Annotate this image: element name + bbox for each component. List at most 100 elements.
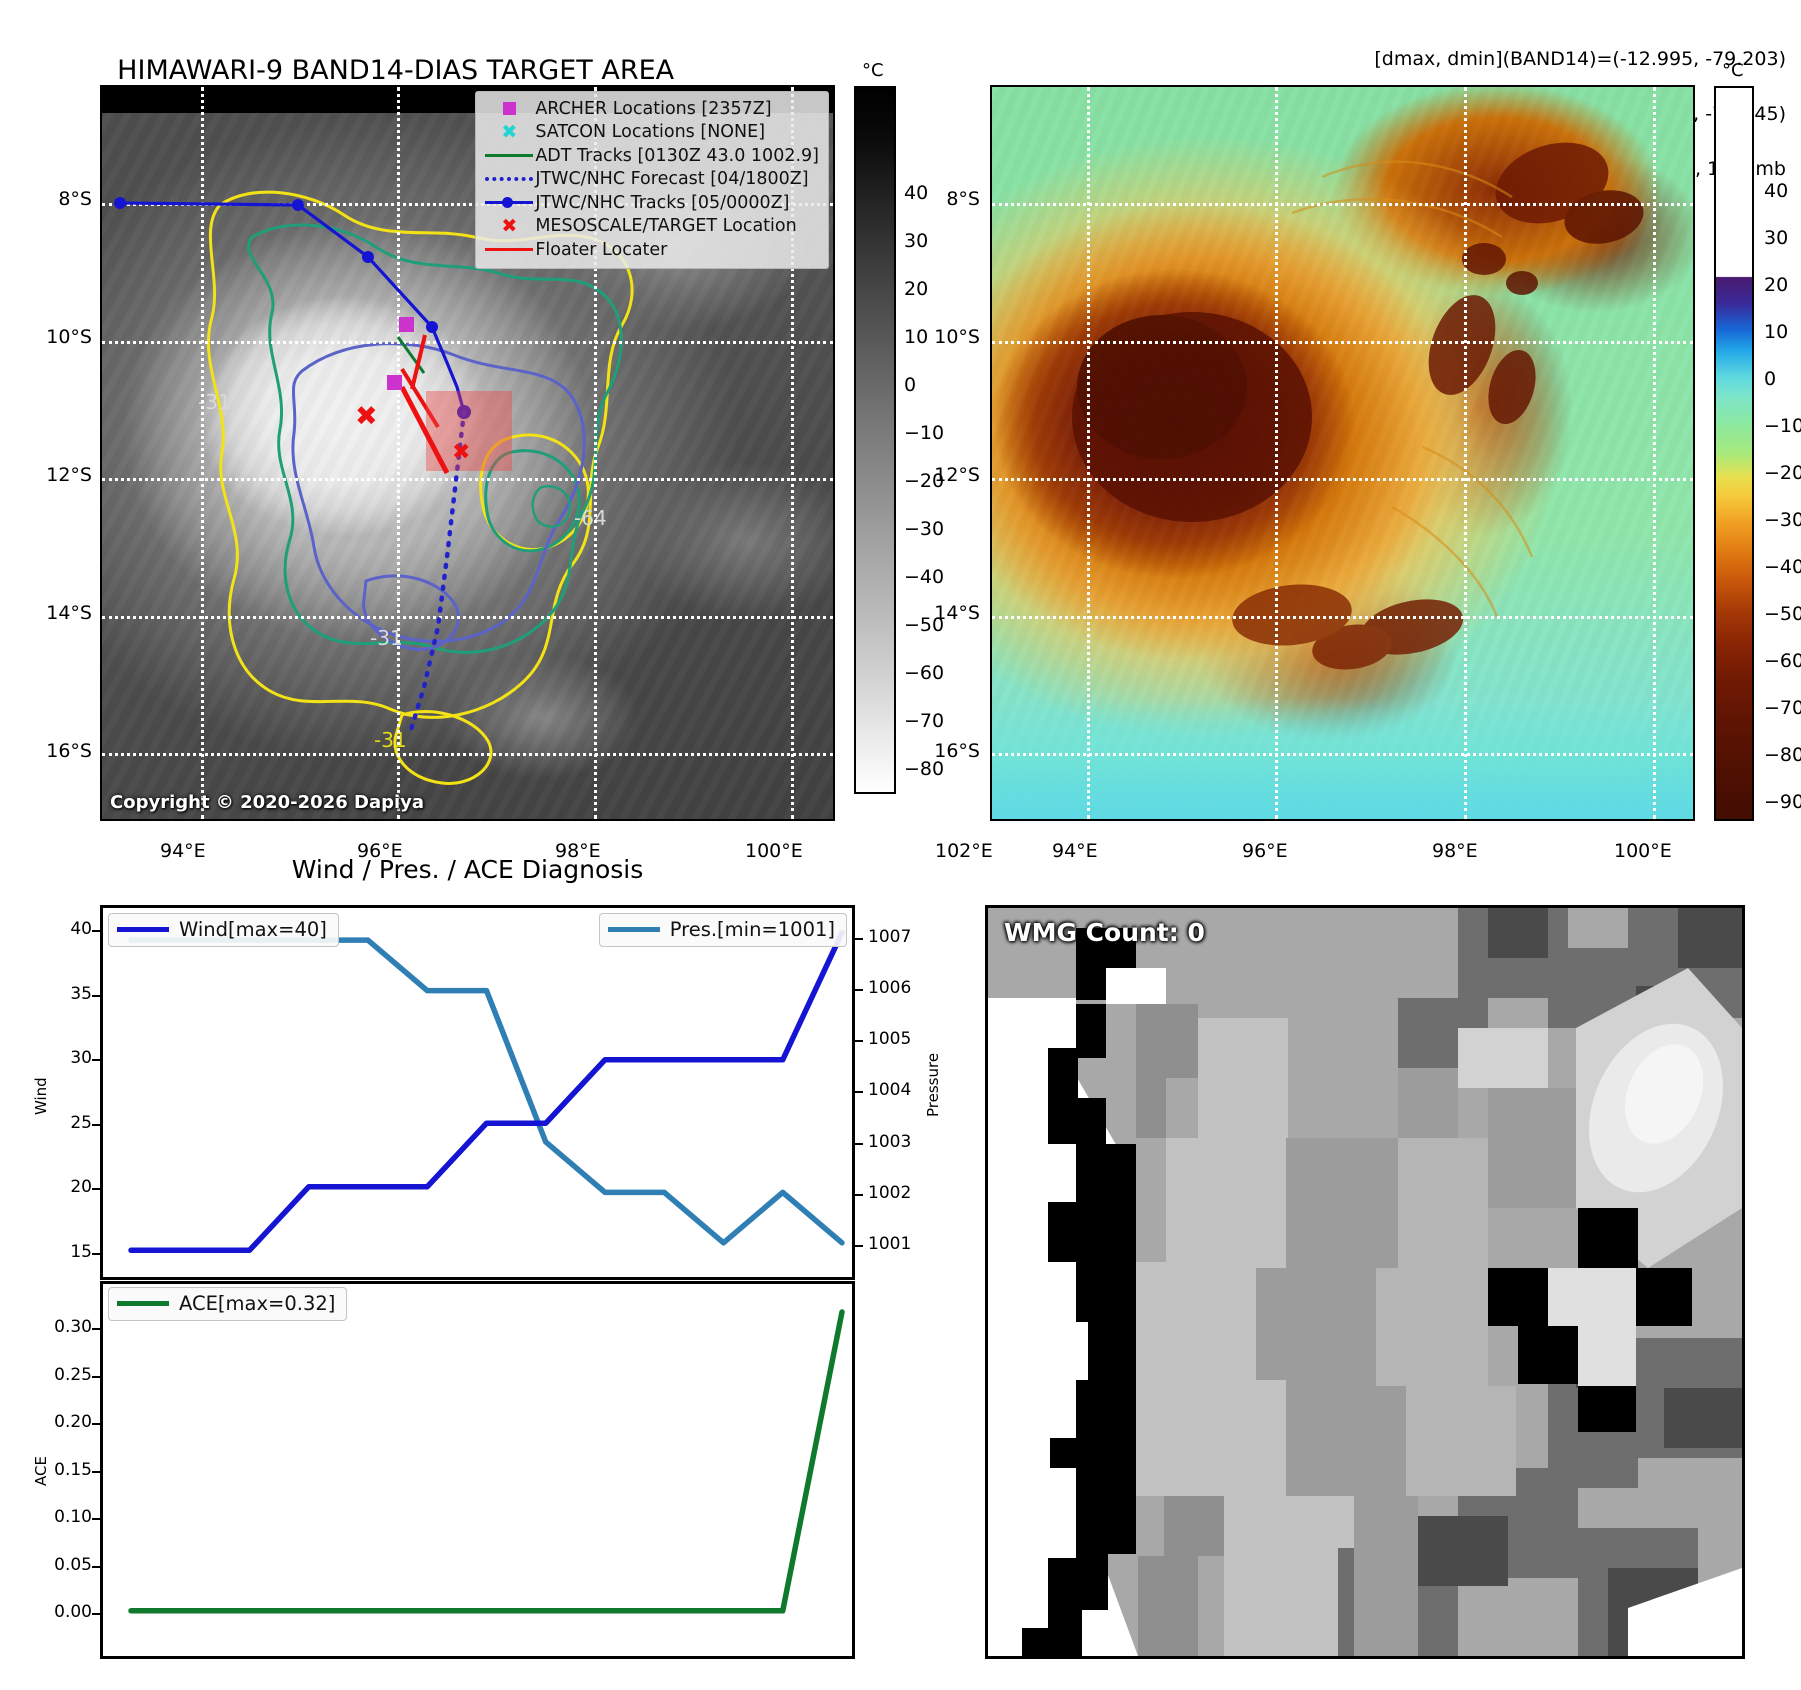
right-colorbar-group: °C 40 30 20 10 0 −10 −20 −30 −40 −50 −60… — [1712, 60, 1801, 830]
svg-text:✖: ✖ — [355, 401, 378, 432]
awv-map-panel[interactable] — [990, 85, 1695, 821]
ace-chart[interactable]: ACE[max=0.32] ACE 0.00 0.05 0.10 0.15 0.20 0.… — [32, 1281, 855, 1659]
wind-pressure-chart[interactable]: Wind[max=40] Pres.[min=1001] Wind Pressu… — [32, 905, 942, 1280]
ace-tickmark — [92, 1375, 101, 1378]
wind-legend[interactable]: Wind[max=40] — [108, 913, 339, 947]
lat-tick: 8°S — [58, 188, 92, 210]
lat-tick: 12°S — [46, 464, 92, 486]
ace-tickmark — [92, 1518, 101, 1521]
wind-legend-swatch — [117, 927, 169, 932]
left-cb-tick: −80 — [904, 758, 945, 780]
lat-tick: 16°S — [46, 740, 92, 762]
lon-tick: 94°E — [1052, 840, 1098, 862]
wind-tickmark — [92, 1059, 101, 1062]
map-legend[interactable]: ARCHER Locations [2357Z] ✖ SATCON Locati… — [475, 91, 829, 269]
forecast-dotted-icon — [483, 177, 535, 182]
lon-tick: 100°E — [745, 840, 803, 862]
ace-tickmark — [92, 1565, 101, 1568]
lat-tick: 16°S — [934, 740, 980, 762]
copyright-notice: Copyright © 2020-2026 Dapiya — [110, 792, 425, 813]
legend-item-mesoscale[interactable]: ✖ MESOSCALE/TARGET Location — [483, 215, 819, 239]
left-cb-tick: −30 — [904, 518, 945, 540]
wmg-map-frame[interactable]: WMG Count: 0 — [985, 905, 1745, 1659]
left-cb-tick: 20 — [904, 278, 929, 300]
pressure-axis-label: Pressure — [924, 1052, 942, 1117]
right-cb-tick: −70 — [1764, 697, 1801, 719]
legend-label-archer: ARCHER Locations [2357Z] — [535, 98, 772, 119]
left-cb-tick: −50 — [904, 614, 945, 636]
right-cb-tick: −80 — [1764, 744, 1801, 766]
ace-chart-frame — [100, 1281, 855, 1659]
ace-legend[interactable]: ACE[max=0.32] — [108, 1287, 348, 1321]
wind-tickmark — [92, 1188, 101, 1191]
lon-tick: 96°E — [357, 840, 403, 862]
right-cb-tick: −20 — [1764, 462, 1801, 484]
title-line: HIMAWARI-9 BAND14-DIAS TARGET AREA — [117, 54, 675, 86]
svg-text:-31: -31 — [374, 728, 407, 752]
lat-tick: 12°S — [934, 464, 980, 486]
ace-legend-swatch — [117, 1301, 169, 1306]
lat-tick: 14°S — [934, 602, 980, 624]
right-cb-tick: 40 — [1764, 180, 1789, 202]
awv-map-frame[interactable] — [990, 85, 1695, 821]
wind-pressure-plot — [128, 929, 845, 1254]
wmg-count-label: WMG Count: 0 — [1004, 918, 1205, 947]
ace-tickmark — [92, 1328, 101, 1331]
ace-ytick: 0.10 — [54, 1507, 92, 1528]
wind-axis-label: Wind — [32, 1077, 50, 1115]
legend-item-forecast[interactable]: JTWC/NHC Forecast [04/1800Z] — [483, 168, 819, 192]
right-colorbar-unit: °C — [1722, 60, 1744, 81]
pressure-tickmark — [854, 1245, 863, 1248]
lat-tick: 8°S — [946, 188, 980, 210]
wmg-count-panel[interactable]: WMG Count: 0 — [985, 905, 1745, 1659]
storm-tracks-overlay[interactable]: ✖ ✖ — [102, 87, 833, 819]
tracks-line-point-icon — [483, 197, 535, 209]
svg-text:-64: -64 — [574, 506, 607, 530]
pressure-ytick: 1003 — [868, 1131, 912, 1152]
pressure-tickmark — [854, 1194, 863, 1196]
wind-ytick: 35 — [70, 983, 92, 1004]
right-cb-tick: 0 — [1764, 368, 1777, 390]
lat-tick: 10°S — [934, 326, 980, 348]
band14-map-frame[interactable]: -31 -64 -31 -31 — [100, 85, 835, 821]
wind-ytick: 40 — [70, 919, 92, 940]
legend-item-adt[interactable]: ADT Tracks [0130Z 43.0 1002.9] — [483, 144, 819, 168]
ace-ytick: 0.25 — [54, 1364, 92, 1385]
legend-label-satcon: SATCON Locations [NONE] — [535, 122, 766, 143]
wind-tickmark — [92, 1252, 101, 1255]
pressure-tickmark — [854, 1142, 863, 1145]
legend-item-archer[interactable]: ARCHER Locations [2357Z] — [483, 97, 819, 121]
lon-tick: 100°E — [1614, 840, 1672, 862]
right-cb-tick: −60 — [1764, 650, 1801, 672]
right-cb-tick: −50 — [1764, 603, 1801, 625]
left-cb-tick: −70 — [904, 710, 945, 732]
pressure-ytick: 1002 — [868, 1183, 912, 1203]
left-cb-tick: −20 — [904, 470, 945, 492]
svg-text:✖: ✖ — [452, 440, 470, 465]
legend-item-floater[interactable]: Floater Locater — [483, 238, 819, 262]
pressure-ytick: 1004 — [868, 1080, 912, 1101]
right-cb-tick: −90 — [1764, 791, 1801, 813]
awv-cloud-detail — [1072, 142, 1644, 670]
left-cb-tick: 0 — [904, 374, 917, 396]
ace-plot — [128, 1309, 845, 1614]
right-cb-tick: −10 — [1764, 415, 1801, 437]
floater-line-icon — [483, 248, 535, 252]
legend-item-tracks[interactable]: JTWC/NHC Tracks [05/0000Z] — [483, 191, 819, 215]
pressure-ytick: 1007 — [868, 926, 912, 947]
left-cb-tick: 30 — [904, 230, 929, 252]
pressure-ytick: 1001 — [868, 1234, 912, 1255]
left-cb-tick: −10 — [904, 422, 945, 444]
diagnosis-title: Wind / Pres. / ACE Diagnosis — [291, 855, 644, 884]
lat-tick: 10°S — [46, 326, 92, 348]
left-cb-tick: 10 — [904, 326, 929, 348]
legend-label-adt: ADT Tracks [0130Z 43.0 1002.9] — [535, 145, 819, 166]
wind-tickmark — [92, 930, 101, 933]
right-cb-tick: −30 — [1764, 509, 1801, 531]
pressure-legend[interactable]: Pres.[min=1001] — [598, 913, 847, 947]
right-cb-tick: 30 — [1764, 227, 1789, 249]
band14-map-panel[interactable]: -31 -64 -31 -31 — [100, 85, 835, 821]
mesoscale-x-icon: ✖ — [501, 214, 518, 237]
wind-ytick: 25 — [70, 1112, 92, 1133]
legend-item-satcon[interactable]: ✖ SATCON Locations [NONE] — [483, 121, 819, 145]
